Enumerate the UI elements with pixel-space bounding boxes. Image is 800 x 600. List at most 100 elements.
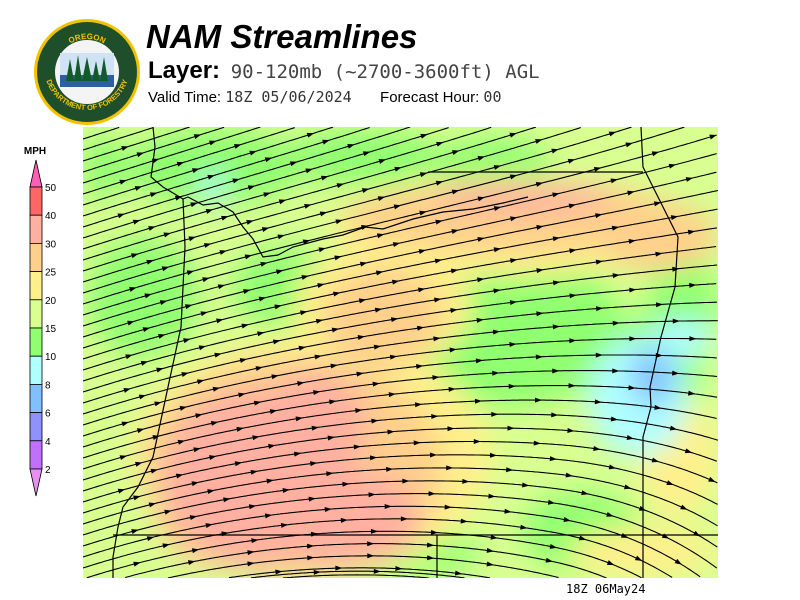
flow-arrow — [547, 499, 556, 505]
flow-arrow — [504, 508, 512, 514]
flow-arrow — [131, 253, 139, 259]
flow-arrow — [661, 533, 670, 539]
flow-arrow — [205, 209, 214, 214]
flow-arrow — [400, 516, 408, 522]
flow-arrow — [680, 504, 688, 510]
flow-arrow — [221, 531, 229, 537]
flow-arrow — [533, 440, 541, 446]
flow-arrow — [140, 360, 149, 366]
flow-arrow — [177, 439, 186, 445]
flow-arrow — [460, 518, 468, 524]
flow-arrow — [428, 491, 436, 497]
flow-arrow — [134, 186, 143, 191]
flow-arrow — [148, 226, 156, 231]
colorbar-label: 40 — [45, 211, 57, 222]
flow-arrow — [195, 413, 203, 419]
flow-arrow — [275, 269, 284, 275]
flow-arrow — [209, 455, 217, 460]
flow-arrow — [628, 385, 636, 391]
colorbar-swatch-10_15 — [29, 327, 43, 357]
flow-arrow — [304, 203, 312, 209]
flow-arrow — [238, 392, 246, 398]
flow-arrow — [672, 370, 680, 376]
flow-arrow — [474, 398, 482, 404]
flow-arrow — [133, 561, 141, 567]
flow-arrow — [282, 487, 290, 493]
colorbar-label: 8 — [45, 380, 51, 391]
flow-arrow — [569, 293, 577, 299]
layer-label: Layer: — [148, 57, 221, 84]
flow-arrow — [506, 467, 514, 473]
streamline — [83, 127, 411, 228]
flow-arrow — [135, 461, 143, 467]
flow-arrow — [367, 541, 375, 547]
flow-arrow — [611, 225, 620, 231]
flow-arrow — [436, 141, 444, 147]
flow-arrow — [236, 426, 244, 432]
flow-arrow — [324, 507, 332, 513]
flow-arrow — [444, 504, 452, 510]
flow-arrow — [138, 394, 147, 400]
flow-arrow — [221, 215, 229, 221]
flow-arrow — [488, 493, 496, 499]
flow-arrow — [212, 386, 220, 392]
flow-arrow — [476, 317, 484, 323]
flow-arrow — [507, 425, 515, 431]
flow-arrow — [569, 338, 577, 344]
flow-arrow — [335, 219, 343, 225]
flow-arrow — [347, 143, 355, 149]
streamline — [83, 127, 295, 195]
flow-arrow — [329, 399, 337, 405]
flow-arrow — [688, 390, 696, 396]
colorbar-unit: MPH — [24, 146, 46, 157]
flow-arrow — [693, 530, 701, 537]
flow-arrow — [214, 352, 222, 358]
page-title: NAM Streamlines — [146, 18, 418, 55]
svg-text:OREGON: OREGON — [67, 32, 107, 46]
colorbar-swatch-15_20 — [29, 299, 43, 329]
flow-arrow — [261, 227, 270, 232]
flow-arrow — [150, 468, 158, 474]
flow-arrow — [434, 258, 443, 264]
flow-arrow — [371, 418, 379, 424]
flow-arrow — [252, 435, 260, 441]
flow-arrow — [181, 372, 189, 377]
flow-arrow — [608, 131, 617, 137]
flow-arrow — [305, 168, 313, 174]
flow-arrow — [486, 561, 494, 567]
streamlines — [83, 127, 718, 578]
streamline — [83, 370, 718, 448]
colorbar-label: 50 — [45, 183, 57, 194]
flow-arrow — [370, 528, 378, 534]
flow-arrow — [251, 538, 259, 544]
flow-arrow — [191, 168, 200, 174]
oregon-coast — [112, 198, 186, 578]
flow-arrow — [277, 234, 285, 240]
flow-arrow — [202, 277, 210, 283]
flow-arrow — [119, 455, 128, 461]
flow-arrow — [375, 270, 384, 276]
colorbar-swatch-40_50 — [29, 186, 43, 216]
flow-arrow — [209, 140, 217, 146]
flow-arrow — [624, 484, 632, 490]
flow-arrow — [567, 427, 575, 433]
streamline — [83, 127, 537, 261]
flow-arrow — [248, 504, 257, 510]
flow-arrow — [164, 509, 172, 515]
streamline — [282, 574, 429, 578]
flow-arrow — [477, 156, 485, 161]
flow-arrow — [419, 172, 428, 178]
flow-arrow — [626, 435, 634, 440]
flow-arrow — [293, 451, 302, 457]
flow-arrow — [435, 219, 443, 225]
flow-arrow — [161, 266, 170, 272]
streamline — [83, 320, 718, 415]
flow-arrow — [450, 268, 459, 274]
flow-arrow — [357, 335, 365, 340]
streamline — [83, 385, 718, 459]
flow-arrow — [545, 557, 553, 563]
flow-arrow — [672, 318, 680, 324]
flow-arrow — [191, 481, 199, 487]
flow-arrow — [417, 287, 426, 293]
flow-arrow — [125, 354, 133, 360]
